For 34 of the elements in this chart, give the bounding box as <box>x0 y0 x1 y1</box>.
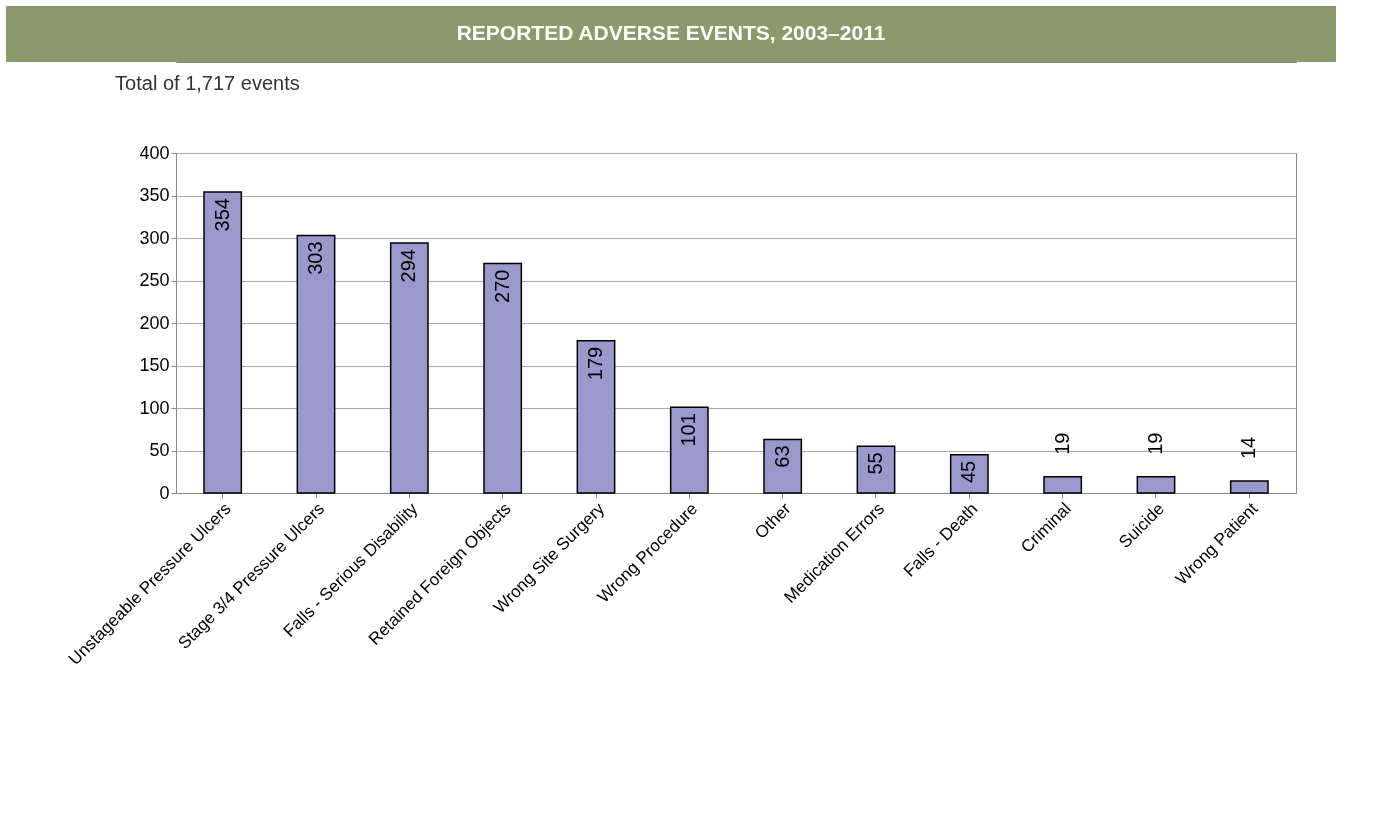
y-tick-label: 300 <box>139 227 170 248</box>
bar <box>669 406 709 494</box>
y-tick-label: 350 <box>139 185 170 205</box>
data-label: 19 <box>1144 432 1166 455</box>
data-label: 63 <box>770 445 793 468</box>
bar <box>1043 476 1083 494</box>
data-label: 101 <box>677 413 700 447</box>
bar <box>483 262 523 494</box>
bar <box>203 191 243 494</box>
data-label: 14 <box>1237 436 1260 460</box>
y-tick-label: 150 <box>139 355 170 375</box>
data-label: 45 <box>957 460 980 483</box>
bar <box>296 234 336 494</box>
data-label: 179 <box>584 346 606 381</box>
bar <box>389 242 429 494</box>
bar <box>949 454 989 494</box>
chart-subtitle: Total of 1,717 events <box>115 72 300 94</box>
y-tick-label: 100 <box>139 397 170 418</box>
chart-title: REPORTED ADVERSE EVENTS, 2003–2011 <box>456 21 886 44</box>
y-tick-label: 50 <box>149 440 170 460</box>
y-tick-label: 0 <box>159 482 170 503</box>
y-tick-label: 400 <box>139 142 170 163</box>
bar <box>1136 476 1176 494</box>
data-label: 55 <box>864 452 886 475</box>
y-tick-label: 200 <box>139 312 170 333</box>
y-tick-label: 250 <box>139 270 170 290</box>
bar <box>763 438 803 494</box>
data-label: 354 <box>210 198 233 232</box>
data-label: 303 <box>304 241 326 275</box>
data-label: 270 <box>490 269 513 303</box>
data-label: 19 <box>1050 432 1073 455</box>
bar <box>1229 480 1269 494</box>
data-label: 294 <box>397 249 420 283</box>
bar <box>576 340 616 494</box>
